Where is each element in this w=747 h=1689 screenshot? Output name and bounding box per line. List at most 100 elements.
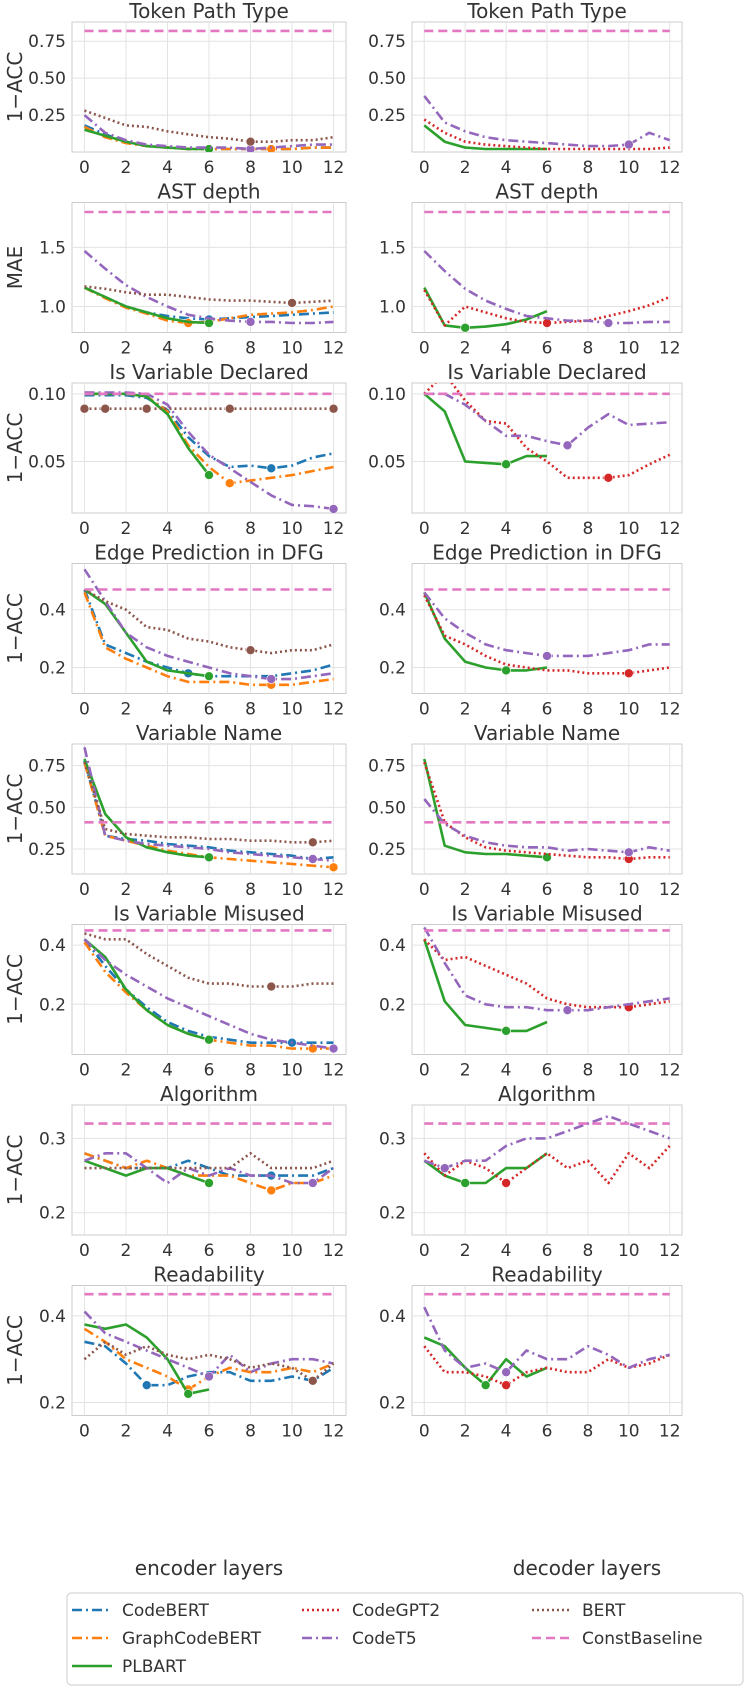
x-tick-label: 6 bbox=[542, 880, 553, 900]
y-tick-label: 0.4 bbox=[379, 936, 406, 956]
x-tick-label: 4 bbox=[501, 1422, 512, 1442]
x-tick-label: 10 bbox=[618, 1061, 640, 1081]
series-line-plbart bbox=[423, 124, 547, 151]
x-tick-label: 0 bbox=[79, 1061, 90, 1081]
x-tick-label: 4 bbox=[162, 519, 173, 539]
series-line-codegpt2 bbox=[423, 938, 670, 1009]
series-group bbox=[79, 391, 339, 513]
panel-title: Readability bbox=[153, 1263, 265, 1287]
x-tick-label: 4 bbox=[501, 880, 512, 900]
legend-label: ConstBaseline bbox=[582, 1629, 703, 1649]
best-layer-marker-codet5 bbox=[266, 674, 277, 684]
legend-label: CodeBERT bbox=[122, 1601, 210, 1621]
y-tick-label: 1.0 bbox=[379, 298, 406, 318]
panel-is-variable-misused-decoder: 0 2 4 6 8 10 12 0.2 0.4 Is Variable Misused bbox=[379, 902, 683, 1081]
series-group bbox=[83, 929, 339, 1054]
x-tick-label: 10 bbox=[281, 519, 303, 539]
x-tick-label: 8 bbox=[582, 880, 593, 900]
best-layer-marker-codet5 bbox=[603, 318, 614, 328]
series-group bbox=[423, 758, 670, 864]
series-line-plbart bbox=[83, 758, 210, 859]
best-layer-marker-codet5 bbox=[307, 854, 318, 864]
y-tick-label: 0.2 bbox=[39, 1204, 66, 1224]
x-tick-label: 8 bbox=[245, 339, 256, 359]
x-tick-label: 8 bbox=[582, 339, 593, 359]
series-line-codegpt2 bbox=[423, 1345, 671, 1387]
best-layer-marker-bert bbox=[245, 136, 256, 147]
y-tick-label: 0.2 bbox=[379, 995, 406, 1015]
x-tick-label: 12 bbox=[323, 1241, 345, 1261]
best-layer-marker-codet5 bbox=[624, 847, 634, 858]
x-tick-label: 12 bbox=[659, 1061, 681, 1081]
x-tick-label: 6 bbox=[204, 158, 215, 178]
x-tick-label: 12 bbox=[323, 880, 345, 900]
x-tick-label: 2 bbox=[121, 1241, 132, 1261]
panel-title: Edge Prediction in DFG bbox=[432, 541, 661, 565]
x-tick-label: 6 bbox=[542, 1061, 553, 1081]
series-line-plbart bbox=[423, 591, 548, 672]
best-layer-marker-plbart bbox=[204, 1034, 214, 1045]
x-tick-label: 0 bbox=[79, 1241, 90, 1261]
y-tick-label: 0.05 bbox=[368, 453, 406, 473]
x-tick-label: 12 bbox=[323, 519, 345, 539]
panel-title: Is Variable Misused bbox=[113, 902, 304, 926]
series-line-bert bbox=[84, 932, 334, 988]
x-tick-label: 2 bbox=[460, 1422, 471, 1442]
series-line-codegpt2 bbox=[423, 383, 671, 480]
series-line-plbart bbox=[423, 758, 548, 859]
x-tick-label: 10 bbox=[618, 519, 640, 539]
best-layer-marker-codet5 bbox=[562, 1005, 573, 1015]
best-layer-marker-bert bbox=[100, 403, 111, 414]
best-layer-marker-bert bbox=[307, 837, 318, 848]
y-tick-label: 1.5 bbox=[39, 238, 66, 258]
y-tick-label: 0.75 bbox=[368, 757, 406, 777]
best-layer-marker-codet5 bbox=[328, 1043, 339, 1054]
y-axis-label: 1−ACC bbox=[3, 1135, 27, 1206]
x-tick-label: 12 bbox=[659, 880, 681, 900]
y-axis-label: 1−ACC bbox=[3, 413, 27, 484]
x-tick-label: 0 bbox=[419, 339, 430, 359]
legend-item-graphcodebert: GraphCodeBERT bbox=[72, 1629, 262, 1649]
best-layer-marker-graphcodebert bbox=[307, 1043, 318, 1054]
x-tick-label: 4 bbox=[501, 339, 512, 359]
best-layer-marker-plbart bbox=[183, 1389, 194, 1399]
panel-title: Variable Name bbox=[136, 721, 282, 745]
panel-title: Token Path Type bbox=[128, 0, 289, 23]
series-group bbox=[83, 210, 334, 328]
series-line-codet5 bbox=[83, 250, 334, 325]
legend-item-codegpt2: CodeGPT2 bbox=[302, 1601, 440, 1621]
x-tick-label: 8 bbox=[245, 519, 256, 539]
x-tick-label: 6 bbox=[542, 519, 553, 539]
panel-token-path-type-encoder: 0 2 4 6 8 10 12 0.25 0.50 0.75 Token Path Type 1−AC… bbox=[3, 0, 347, 178]
x-tick-label: 8 bbox=[245, 1422, 256, 1442]
panels: 0 2 4 6 8 10 12 0.25 0.50 0.75 Token Path Type 1−AC… bbox=[3, 0, 683, 1442]
x-tick-label: 8 bbox=[582, 519, 593, 539]
x-tick-label: 0 bbox=[79, 1422, 90, 1442]
x-tick-label: 6 bbox=[542, 158, 553, 178]
x-tick-label: 4 bbox=[162, 1422, 173, 1442]
x-tick-label: 2 bbox=[460, 158, 471, 178]
x-tick-label: 6 bbox=[204, 1061, 215, 1081]
x-tick-label: 10 bbox=[281, 700, 303, 720]
x-tick-label: 4 bbox=[162, 880, 173, 900]
x-tick-label: 10 bbox=[618, 880, 640, 900]
best-layer-marker-codet5 bbox=[501, 1367, 511, 1377]
best-layer-marker-codet5 bbox=[307, 1178, 318, 1188]
series-line-codet5 bbox=[83, 568, 334, 681]
x-tick-label: 2 bbox=[460, 700, 471, 720]
series-line-codebert bbox=[84, 393, 334, 470]
panel-is-variable-declared-encoder: 0 2 4 6 8 10 12 0.05 0.10 Is Variable Declared 1−A… bbox=[3, 360, 347, 539]
x-tick-label: 6 bbox=[204, 1241, 215, 1261]
panel-edge-prediction-in-dfg-encoder: 0 2 4 6 8 10 12 0.2 0.4 Edge Prediction in DFG 1−A… bbox=[3, 541, 347, 720]
legend-item-codet5: CodeT5 bbox=[302, 1629, 417, 1649]
series-line-codet5 bbox=[423, 1306, 670, 1374]
series-line-codet5 bbox=[84, 391, 334, 511]
x-tick-label: 12 bbox=[323, 1422, 345, 1442]
x-tick-label: 6 bbox=[542, 1241, 553, 1261]
panel-variable-name-encoder: 0 2 4 6 8 10 12 0.25 0.50 0.75 Variable Name 1−ACC bbox=[3, 721, 347, 900]
best-layer-marker-plbart bbox=[460, 322, 470, 333]
panel-title: Edge Prediction in DFG bbox=[94, 541, 323, 565]
best-layer-marker-plbart bbox=[480, 1380, 491, 1390]
series-line-codet5 bbox=[423, 250, 670, 325]
